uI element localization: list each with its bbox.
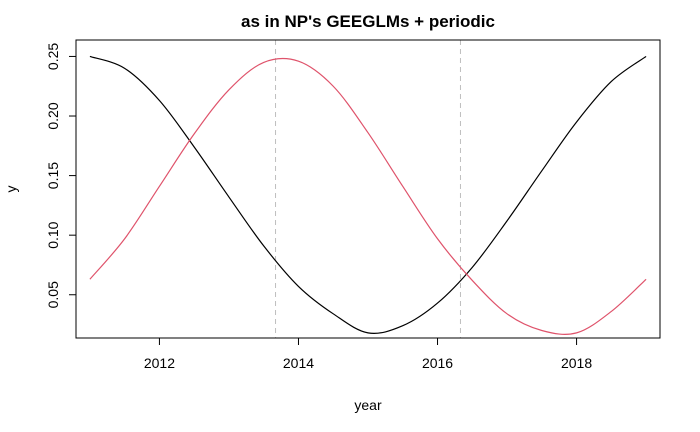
x-axis-label: year — [354, 397, 382, 413]
series-line-2 — [89, 57, 647, 335]
x-tick-label-2016: 2016 — [422, 355, 453, 371]
x-tick-label-2012: 2012 — [144, 355, 175, 371]
y-tick-label-0: 0.05 — [45, 281, 61, 308]
y-tick-label-1: 0.10 — [45, 221, 61, 248]
y-tick-label-4: 0.25 — [45, 43, 61, 70]
x-tick-label-2014: 2014 — [283, 355, 314, 371]
x-axis: 2012 2014 2016 2018 — [144, 337, 592, 371]
reference-lines — [275, 40, 461, 338]
y-axis: 0.05 0.10 0.15 0.20 0.25 — [45, 43, 77, 308]
y-tick-label-2: 0.15 — [45, 162, 61, 189]
series-line-1 — [89, 55, 647, 334]
y-axis-label: y — [3, 186, 19, 193]
chart-title: as in NP's GEEGLMs + periodic — [241, 12, 495, 31]
x-tick-label-2018: 2018 — [561, 355, 592, 371]
y-tick-label-3: 0.20 — [45, 102, 61, 129]
series-layer — [89, 55, 647, 335]
plot-frame — [75, 39, 661, 339]
